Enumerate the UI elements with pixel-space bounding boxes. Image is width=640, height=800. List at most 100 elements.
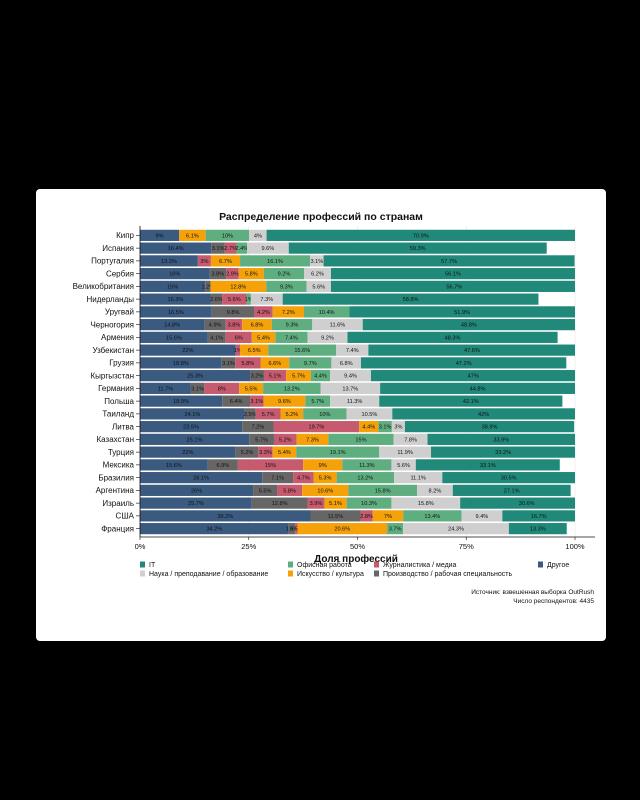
- category-label: Мексика: [103, 461, 135, 470]
- bar-segment: [197, 255, 211, 267]
- stacked-bar-chart: Распределение профессий по странам Кипр 9%…: [73, 211, 595, 605]
- segment-label: 2.6%: [210, 297, 223, 303]
- bar-segment: [392, 408, 575, 420]
- bar-segment: [272, 446, 297, 458]
- bar-segment: [235, 446, 259, 458]
- segment-label: 11.6%: [330, 323, 345, 329]
- segment-label: 8.2%: [429, 488, 442, 494]
- bar-segment: [258, 446, 273, 458]
- segment-label: 33.1%: [480, 463, 496, 469]
- bar-segment: [331, 357, 361, 369]
- segment-label: 5.6%: [312, 284, 325, 290]
- bar-segment: [310, 255, 324, 267]
- segment-label: 7.1%: [271, 476, 284, 482]
- bar-segment: [336, 344, 369, 356]
- bar-segment: [391, 497, 461, 509]
- bar-segment: [140, 484, 254, 496]
- segment-label: 6.7%: [219, 259, 232, 265]
- bar-segment: [263, 382, 321, 394]
- segment-label: 12.8%: [272, 501, 288, 507]
- bar-segment: [296, 446, 380, 458]
- bar-segment: [293, 472, 314, 484]
- bar-segment: [346, 497, 392, 509]
- bar-segment: [391, 421, 405, 433]
- segment-label: 5.8%: [242, 361, 255, 367]
- x-tick-label: 50%: [350, 542, 365, 551]
- bar-segment: [452, 484, 571, 496]
- segment-label: 25.7%: [188, 501, 204, 507]
- segment-label: 6.6%: [268, 361, 281, 367]
- segment-label: 5.1%: [329, 501, 342, 507]
- segment-label: 1%: [245, 297, 253, 303]
- category-label: Черногория: [90, 320, 134, 329]
- x-tick-label: 75%: [459, 542, 474, 551]
- category-label: Армения: [101, 333, 134, 342]
- segment-label: 5.8%: [283, 488, 296, 494]
- segment-label: 4.4%: [362, 425, 375, 431]
- segment-label: 25.3%: [187, 374, 203, 380]
- bar-segment: [307, 331, 348, 343]
- segment-label: 51.9%: [454, 310, 470, 316]
- bar-segment: [204, 382, 240, 394]
- category-label: Литва: [112, 422, 135, 431]
- bar-segment: [272, 306, 304, 318]
- segment-label: 9.7%: [304, 361, 317, 367]
- legend-label: Искусство / культура: [297, 571, 364, 578]
- segment-label: 48.8%: [461, 323, 477, 329]
- bar-segment: [210, 293, 223, 305]
- bar-segment: [255, 408, 281, 420]
- bar-segment: [226, 268, 239, 280]
- segment-label: 15.6%: [166, 463, 182, 469]
- segment-label: 3.2%: [251, 374, 264, 380]
- segment-label: 6.5%: [248, 348, 261, 354]
- legend-label: Наука / преподавание / образование: [149, 570, 268, 578]
- legend-swatch: [288, 570, 293, 577]
- bar-segment: [273, 421, 360, 433]
- bar-segment: [303, 459, 343, 471]
- bar-segment: [140, 280, 206, 292]
- bar-segment: [268, 344, 337, 356]
- segment-label: 3.1%: [379, 425, 392, 431]
- source-note: Источник: взвешенная выборка OutRush: [471, 588, 594, 596]
- bar-segment: [140, 229, 180, 241]
- bar-segment: [273, 433, 297, 445]
- category-label: Португалия: [91, 257, 134, 266]
- category-label: Турция: [108, 448, 134, 457]
- bar-segment: [140, 433, 250, 445]
- bar-segment: [236, 242, 248, 254]
- bar-segment: [372, 510, 404, 522]
- bar-segment: [207, 331, 226, 343]
- bar-segment: [417, 484, 453, 496]
- segment-label: 9.6%: [278, 399, 291, 405]
- segment-label: 7.3%: [306, 437, 319, 443]
- segment-label: 47.2%: [456, 361, 472, 367]
- bar-segment: [296, 433, 329, 445]
- bar-segment: [244, 408, 256, 420]
- bar-segment: [179, 229, 206, 241]
- segment-label: 12.8%: [230, 284, 246, 290]
- segment-label: 59.3%: [410, 246, 426, 252]
- bar-segment: [210, 255, 241, 267]
- bar-segment: [305, 395, 331, 407]
- category-label: Нидерланды: [87, 295, 135, 304]
- segment-label: 11.1%: [410, 476, 425, 482]
- bar-segment: [370, 370, 575, 382]
- segment-label: 22%: [182, 450, 193, 456]
- bar-segment: [271, 319, 313, 331]
- segment-label: 6.8%: [251, 323, 264, 329]
- bar-segment: [238, 268, 264, 280]
- bar-segment: [260, 357, 290, 369]
- segment-label: 3.1%: [222, 361, 235, 367]
- segment-label: 3%: [394, 425, 402, 431]
- segment-label: 6.4%: [230, 399, 243, 405]
- segment-label: 9.2%: [321, 335, 334, 341]
- bar-segment: [266, 229, 575, 241]
- segment-label: 15%: [167, 284, 178, 290]
- segment-label: 13.4%: [424, 514, 440, 520]
- category-label: Кыргызстан: [90, 371, 134, 380]
- segment-label: 13.7%: [342, 386, 358, 392]
- bar-segment: [140, 421, 243, 433]
- segment-label: 34.2%: [206, 527, 222, 533]
- bar-segment: [140, 408, 245, 420]
- segment-label: 3.1%: [191, 386, 204, 392]
